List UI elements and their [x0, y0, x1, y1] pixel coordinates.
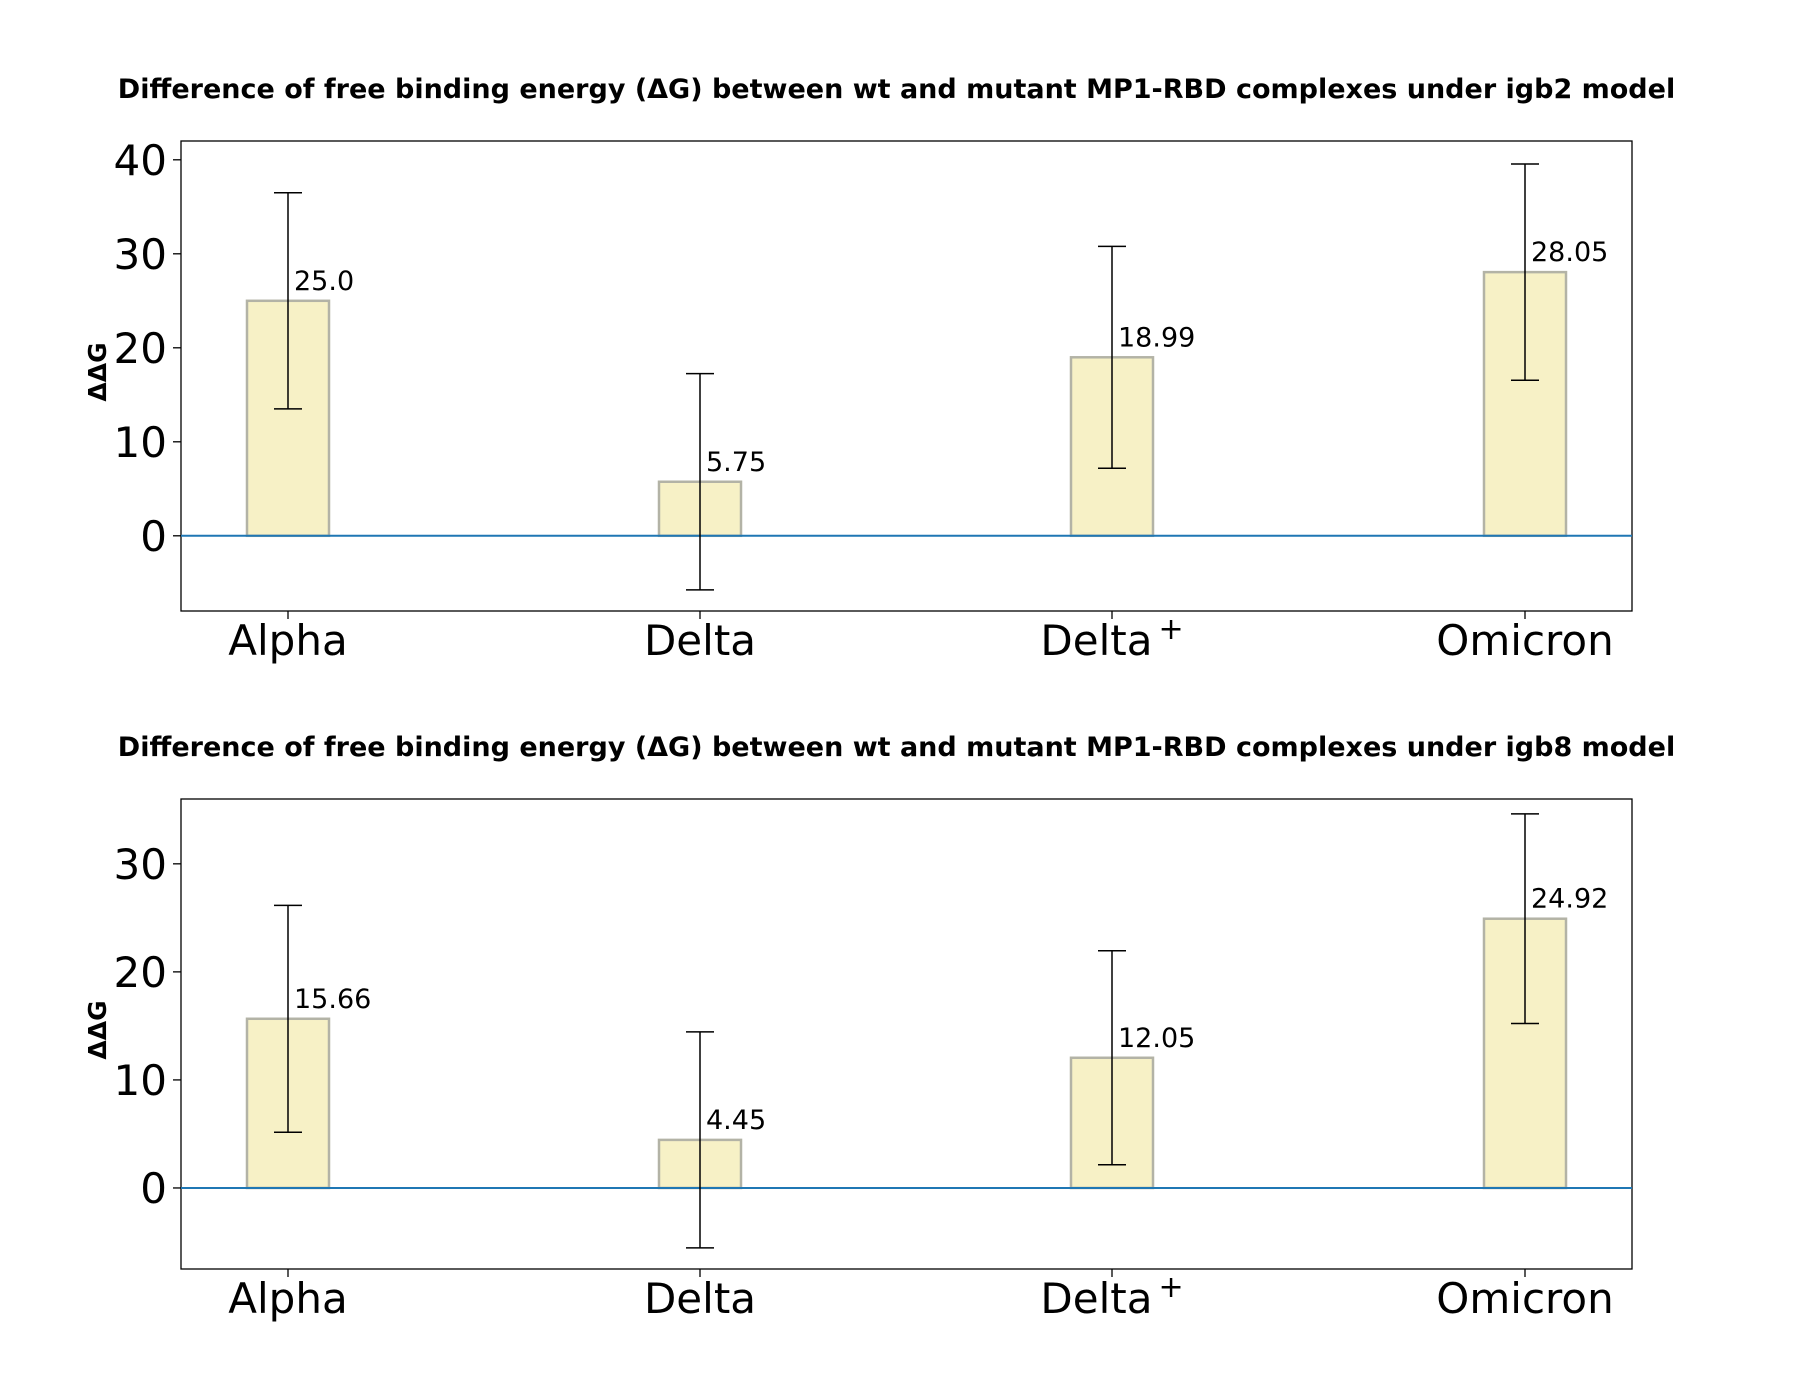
data-label: 28.05 — [1531, 237, 1608, 268]
data-label: 25.0 — [294, 266, 354, 297]
x-tick-text: Delta — [1040, 616, 1152, 665]
data-label: 12.05 — [1118, 1023, 1195, 1054]
y-axis-label: ΔΔG — [83, 342, 112, 401]
x-tick-label: Omicron — [1436, 616, 1613, 665]
x-tick-text: Delta — [644, 1274, 756, 1323]
x-tick-label: Delta + — [1040, 612, 1183, 665]
x-tick-text: Omicron — [1436, 616, 1613, 665]
x-tick-text: Omicron — [1436, 1274, 1613, 1323]
x-tick-text: Delta — [1040, 1274, 1152, 1323]
plot-frame — [180, 798, 1633, 1270]
x-tick-label: Alpha — [228, 1274, 347, 1323]
x-tick-label: Alpha — [228, 616, 347, 665]
y-tick-label: 30 — [114, 840, 167, 889]
data-label: 15.66 — [294, 984, 371, 1015]
x-tick-superscript: + — [1158, 612, 1183, 647]
x-tick-superscript: + — [1158, 1270, 1183, 1305]
data-label: 24.92 — [1531, 884, 1608, 915]
data-label: 18.99 — [1118, 322, 1195, 353]
chart-1: Difference of free binding energy (ΔG) b… — [83, 74, 1675, 665]
x-tick-text: Alpha — [228, 616, 347, 665]
y-tick-label: 20 — [114, 948, 167, 997]
data-label: 5.75 — [706, 447, 766, 478]
chart-title: Difference of free binding energy (ΔG) b… — [118, 74, 1675, 105]
data-label: 4.45 — [706, 1105, 766, 1136]
chart-2: Difference of free binding energy (ΔG) b… — [83, 732, 1675, 1323]
x-tick-label: Delta — [644, 1274, 756, 1323]
x-tick-label: Delta — [644, 616, 756, 665]
y-tick-label: 0 — [140, 1164, 167, 1213]
x-tick-text: Delta — [644, 616, 756, 665]
y-tick-label: 10 — [114, 418, 167, 467]
y-tick-label: 10 — [114, 1056, 167, 1105]
x-tick-text: Alpha — [228, 1274, 347, 1323]
y-tick-label: 0 — [140, 512, 167, 561]
y-tick-label: 20 — [114, 324, 167, 373]
y-axis-label: ΔΔG — [83, 1000, 112, 1059]
x-tick-label: Delta + — [1040, 1270, 1183, 1323]
y-tick-label: 40 — [114, 136, 167, 185]
chart-title: Difference of free binding energy (ΔG) b… — [118, 732, 1675, 763]
x-tick-label: Omicron — [1436, 1274, 1613, 1323]
y-tick-label: 30 — [114, 230, 167, 279]
plot-frame — [180, 140, 1633, 612]
